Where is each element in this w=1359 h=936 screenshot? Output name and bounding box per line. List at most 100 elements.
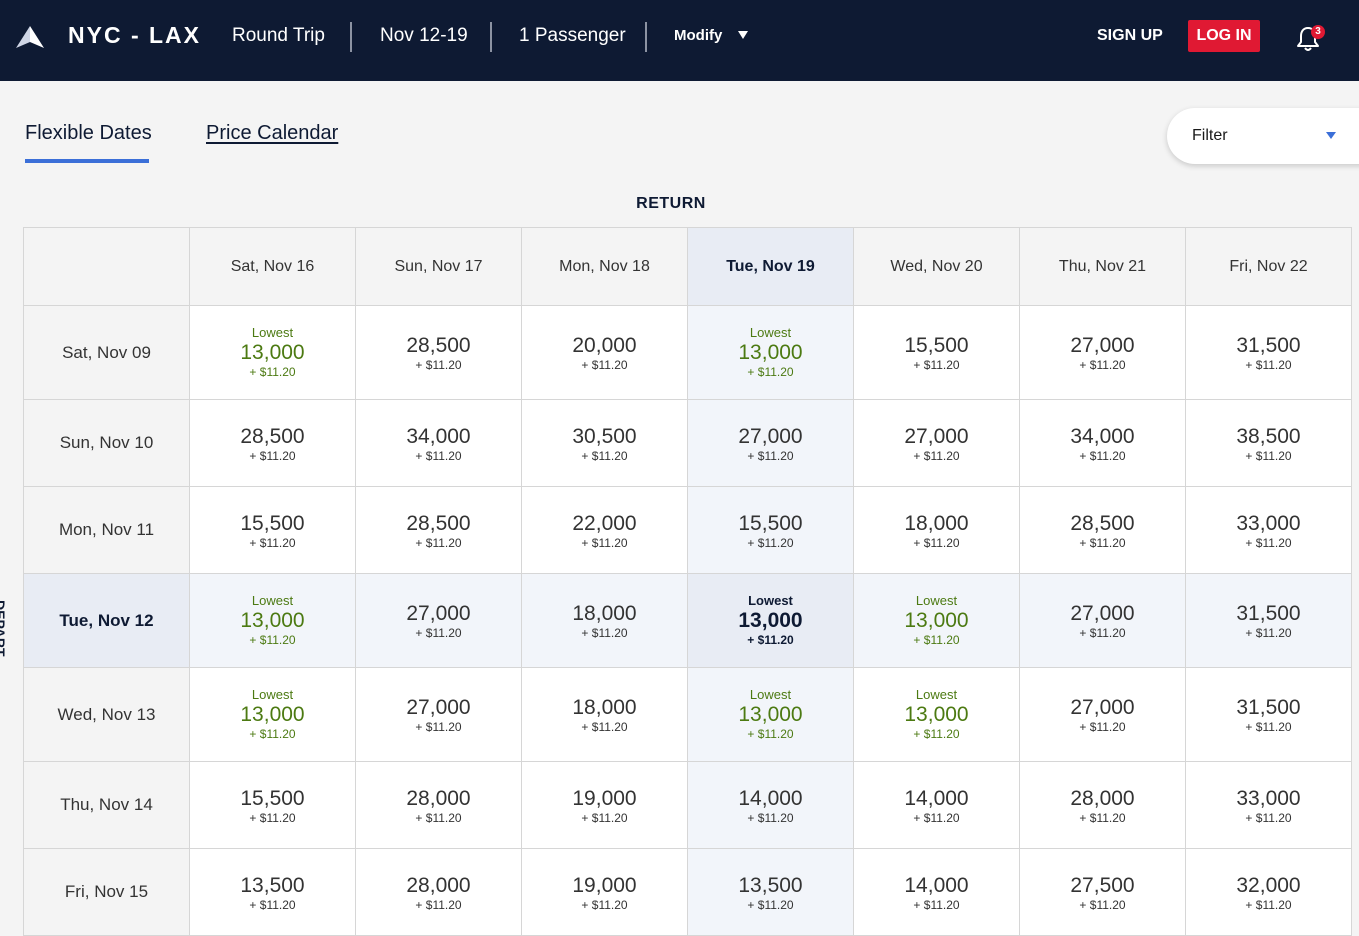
fare-cell[interactable]: 27,500 + $11.20 <box>1019 848 1186 936</box>
fare-tax: + $11.20 <box>913 897 960 912</box>
fare-cell[interactable]: 33,000 + $11.20 <box>1185 761 1352 849</box>
log-in-button[interactable]: LOG IN <box>1188 20 1260 52</box>
fare-tax: + $11.20 <box>581 720 628 734</box>
fare-cell[interactable]: 18,000 + $11.20 <box>521 573 688 668</box>
tab-price-calendar[interactable]: Price Calendar <box>206 122 339 144</box>
fare-miles: 31,500 <box>1236 696 1301 719</box>
fare-cell[interactable]: 38,500 + $11.20 <box>1185 399 1352 487</box>
fare-cell[interactable]: 19,000 + $11.20 <box>521 761 688 849</box>
fare-miles: 34,000 <box>406 424 471 448</box>
fare-cell[interactable]: Lowest 13,000 + $11.20 <box>853 573 1020 668</box>
sign-up-link[interactable]: SIGN UP <box>1097 27 1163 44</box>
fare-cell[interactable]: 28,000 + $11.20 <box>355 848 522 936</box>
fare-miles: 30,500 <box>572 424 637 448</box>
lowest-fare-label: Lowest <box>915 687 958 702</box>
delta-logo-icon[interactable] <box>16 26 44 50</box>
fare-tax: + $11.20 <box>415 535 462 550</box>
fare-cell[interactable]: 27,000 + $11.20 <box>687 399 854 487</box>
lowest-fare-label: Lowest <box>251 593 294 608</box>
tab-flexible-dates[interactable]: Flexible Dates <box>25 122 152 144</box>
fare-cell[interactable]: 27,000 + $11.20 <box>853 399 1020 487</box>
fare-cell[interactable]: 27,000 + $11.20 <box>1019 305 1186 400</box>
fare-miles: 28,000 <box>1070 786 1135 810</box>
fare-cell[interactable]: 19,000 + $11.20 <box>521 848 688 936</box>
fare-miles: 13,000 <box>904 609 969 632</box>
fare-tax: + $11.20 <box>249 633 296 647</box>
fare-cell[interactable]: 13,500 + $11.20 <box>189 848 356 936</box>
fare-cell[interactable]: 28,500 + $11.20 <box>1019 486 1186 574</box>
notification-badge: 3 <box>1311 25 1325 39</box>
fare-cell[interactable]: 28,000 + $11.20 <box>1019 761 1186 849</box>
fare-tax: + $11.20 <box>913 727 960 741</box>
fare-miles: 20,000 <box>572 334 637 357</box>
fare-cell[interactable]: 15,500 + $11.20 <box>189 486 356 574</box>
lowest-fare-label: Lowest <box>915 593 958 608</box>
fare-miles: 18,000 <box>572 696 637 719</box>
fare-cell[interactable]: 28,500 + $11.20 <box>355 486 522 574</box>
fare-cell[interactable]: 15,500 + $11.20 <box>687 486 854 574</box>
depart-date-label: Sat, Nov 09 <box>23 305 190 400</box>
fare-cell[interactable]: 14,000 + $11.20 <box>853 761 1020 849</box>
return-date-header: Thu, Nov 21 <box>1019 227 1186 306</box>
fare-tax: + $11.20 <box>249 727 296 741</box>
fare-cell[interactable]: 28,500 + $11.20 <box>189 399 356 487</box>
fare-cell[interactable]: 14,000 + $11.20 <box>853 848 1020 936</box>
fare-cell[interactable]: 15,500 + $11.20 <box>189 761 356 849</box>
filter-dropdown[interactable]: Filter <box>1167 108 1359 164</box>
fare-cell[interactable]: 22,000 + $11.20 <box>521 486 688 574</box>
depart-date-label: Wed, Nov 13 <box>23 667 190 762</box>
fare-cell[interactable]: Lowest 13,000 + $11.20 <box>687 667 854 762</box>
fare-cell[interactable]: 20,000 + $11.20 <box>521 305 688 400</box>
fare-miles: 13,000 <box>240 341 305 364</box>
fare-cell[interactable]: 18,000 + $11.20 <box>521 667 688 762</box>
fare-tax: + $11.20 <box>747 448 794 463</box>
fare-cell[interactable]: Lowest 13,000 + $11.20 <box>189 305 356 400</box>
modify-button[interactable]: Modify <box>674 27 723 44</box>
top-navigation-bar: NYC - LAX Round Trip Nov 12-19 1 Passeng… <box>0 0 1359 81</box>
return-date-header: Wed, Nov 20 <box>853 227 1020 306</box>
fare-cell[interactable]: 28,000 + $11.20 <box>355 761 522 849</box>
fare-cell[interactable]: Lowest 13,000 + $11.20 <box>189 667 356 762</box>
fare-cell[interactable]: 18,000 + $11.20 <box>853 486 1020 574</box>
fare-cell[interactable]: 34,000 + $11.20 <box>1019 399 1186 487</box>
return-date-header-row: Sat, Nov 16 Sun, Nov 17 Mon, Nov 18 Tue, No… <box>23 227 1352 306</box>
fare-cell[interactable]: 31,500 + $11.20 <box>1185 667 1352 762</box>
chevron-down-icon[interactable] <box>738 31 748 39</box>
fare-tax: + $11.20 <box>249 897 296 912</box>
lowest-fare-label: Lowest <box>748 593 793 608</box>
fare-cell[interactable]: 13,500 + $11.20 <box>687 848 854 936</box>
fare-cell[interactable]: Lowest 13,000 + $11.20 <box>687 573 854 668</box>
fare-cell[interactable]: 34,000 + $11.20 <box>355 399 522 487</box>
fare-tax: + $11.20 <box>747 897 794 912</box>
lowest-fare-label: Lowest <box>749 325 792 340</box>
fare-cell[interactable]: 14,000 + $11.20 <box>687 761 854 849</box>
fare-miles: 28,000 <box>406 786 471 810</box>
fare-tax: + $11.20 <box>249 365 296 379</box>
fare-miles: 15,500 <box>738 511 803 535</box>
fare-cell[interactable]: 33,000 + $11.20 <box>1185 486 1352 574</box>
fare-cell[interactable]: 27,000 + $11.20 <box>1019 667 1186 762</box>
fare-cell[interactable]: Lowest 13,000 + $11.20 <box>189 573 356 668</box>
depart-date-label: Tue, Nov 12 <box>23 573 190 668</box>
fare-cell[interactable]: Lowest 13,000 + $11.20 <box>687 305 854 400</box>
header-divider <box>490 22 492 52</box>
fare-cell[interactable]: 27,000 + $11.20 <box>355 573 522 668</box>
fare-miles: 27,500 <box>1070 873 1135 897</box>
fare-cell[interactable]: 27,000 + $11.20 <box>1019 573 1186 668</box>
fare-miles: 28,500 <box>406 334 471 357</box>
fare-cell[interactable]: 32,000 + $11.20 <box>1185 848 1352 936</box>
fare-cell[interactable]: 30,500 + $11.20 <box>521 399 688 487</box>
fare-tax: + $11.20 <box>1245 535 1292 550</box>
fare-cell[interactable]: 28,500 + $11.20 <box>355 305 522 400</box>
fare-cell[interactable]: 31,500 + $11.20 <box>1185 573 1352 668</box>
fare-cell[interactable]: Lowest 13,000 + $11.20 <box>853 667 1020 762</box>
fare-miles: 15,500 <box>240 786 305 810</box>
depart-date-label: Sun, Nov 10 <box>23 399 190 487</box>
fare-miles: 13,000 <box>738 703 803 726</box>
fare-cell[interactable]: 15,500 + $11.20 <box>853 305 1020 400</box>
fare-tax: + $11.20 <box>415 358 462 372</box>
fare-cell[interactable]: 31,500 + $11.20 <box>1185 305 1352 400</box>
depart-date-label: Mon, Nov 11 <box>23 486 190 574</box>
return-date-header: Sat, Nov 16 <box>189 227 356 306</box>
fare-cell[interactable]: 27,000 + $11.20 <box>355 667 522 762</box>
